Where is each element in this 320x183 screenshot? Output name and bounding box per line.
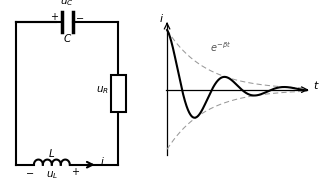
Text: $-$: $-$ xyxy=(25,167,34,177)
Text: $t$: $t$ xyxy=(313,79,319,91)
Text: $u_C$: $u_C$ xyxy=(60,0,74,8)
Text: $+$: $+$ xyxy=(71,166,81,177)
Text: $u_R$: $u_R$ xyxy=(96,85,109,96)
Text: $L$: $L$ xyxy=(48,147,56,159)
Text: $e^{-\beta t}$: $e^{-\beta t}$ xyxy=(210,40,232,54)
Text: $C$: $C$ xyxy=(63,31,72,44)
Bar xyxy=(111,75,126,112)
Text: $i$: $i$ xyxy=(159,12,164,24)
Text: $-$: $-$ xyxy=(76,12,84,22)
Text: $u_L$: $u_L$ xyxy=(46,169,58,181)
Text: $+$: $+$ xyxy=(50,11,59,22)
Text: $i$: $i$ xyxy=(100,155,105,167)
